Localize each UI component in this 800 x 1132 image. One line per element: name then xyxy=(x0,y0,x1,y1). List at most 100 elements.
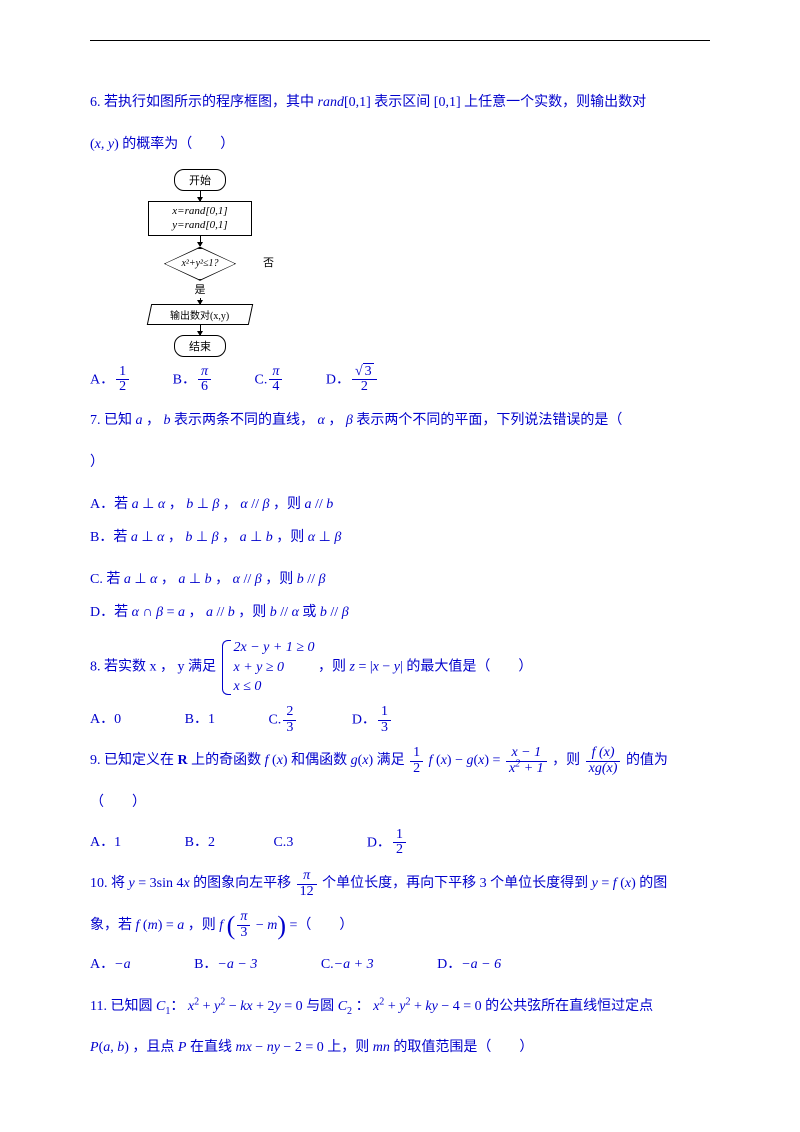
opt-label: D． xyxy=(437,957,461,972)
opt-label: A． xyxy=(90,372,114,387)
opt-label: D． xyxy=(326,372,350,387)
q6-int2: [0,1] xyxy=(434,95,461,110)
q7-close: ） xyxy=(90,446,710,480)
opt-num: √3 xyxy=(352,365,377,381)
q9-paren: （ ） xyxy=(90,786,710,820)
q10-opt-b: B．−a − 3 xyxy=(194,950,257,981)
q9-fin-den: xg(x) xyxy=(586,762,621,777)
opt-num: 1 xyxy=(378,705,391,721)
q7-opt-d: D．若 α ∩ β = a ， a // b ，则 b // α 或 b // … xyxy=(90,596,349,630)
fc-output: 输出数对(x,y) xyxy=(147,304,253,325)
q9-rhs-den: x2 + 1 xyxy=(506,762,547,777)
q7-row2: C. 若 a ⊥ α ， a ⊥ b ， α // β ，则 b // β D．… xyxy=(90,563,710,630)
fc-assign1: x=rand[0,1] xyxy=(172,205,227,217)
exam-page: 6. 若执行如图所示的程序框图，其中 rand[0,1] 表示区间 [0,1] … xyxy=(0,0,800,1113)
q9-opt-d: D．12 xyxy=(367,828,408,859)
opt-label: D． xyxy=(367,835,391,850)
opt-label: D． xyxy=(352,712,376,727)
q7-opt-a: A．若 a ⊥ α ， b ⊥ β ， α // β ，则 a // b xyxy=(90,488,390,522)
q7-opt-c: C. 若 a ⊥ α ， a ⊥ b ， α // β ，则 b // β xyxy=(90,563,390,597)
opt-num: 1 xyxy=(116,365,129,381)
opt-val: −a xyxy=(114,957,130,972)
q8-opt-a: A．0 xyxy=(90,705,121,736)
opt-den: 4 xyxy=(269,380,282,395)
q9-opt-b: B．2 xyxy=(185,828,215,859)
q9-text: 9. 已知定义在 R 上的奇函数 f (x) 和偶函数 g(x) 满足 12 f… xyxy=(90,744,710,778)
q6-rand: rand xyxy=(318,95,344,110)
opt-den: 6 xyxy=(198,380,211,395)
opt-val: −a − 3 xyxy=(217,957,257,972)
opt-num: π xyxy=(198,365,211,381)
q6-l2b: ) 的概率为（ ） xyxy=(114,137,234,152)
opt-label: C. xyxy=(321,957,334,972)
q9-opt-c: C.3 xyxy=(273,828,293,859)
q8-opt-b: B．1 xyxy=(185,705,215,736)
q9-options: A．1 B．2 C.3 D．12 xyxy=(90,828,710,860)
opt-num: 2 xyxy=(283,705,296,721)
q8-sys1: 2x − y + 1 ≥ 0 xyxy=(234,638,315,658)
q9-lhs-den: 2 xyxy=(410,762,423,777)
fc-arrow xyxy=(200,236,201,246)
q8-opt-c: C.23 xyxy=(268,705,298,736)
fc-cond: x²+y²≤1? xyxy=(165,248,235,280)
opt-den: 2 xyxy=(393,843,406,858)
fc-no-label: 否 xyxy=(263,254,274,270)
opt-val: −a − 6 xyxy=(461,957,501,972)
q8-b: ，则 z = |x − y| 的最大值是（ ） xyxy=(318,660,532,675)
fc-arrow xyxy=(200,191,201,201)
q6-xy: x, y xyxy=(95,137,114,152)
q10-shift-num: π xyxy=(297,869,317,885)
q10-line2: 象，若 f (m) = a ，则 f (π3 − m) =（ ） xyxy=(90,909,710,943)
q9-R: R xyxy=(178,753,188,768)
fc-output-text: 输出数对(x,y) xyxy=(170,307,229,322)
fc-assign2: y=rand[0,1] xyxy=(172,219,227,231)
q8-a: 8. 若实数 x ， y 满足 xyxy=(90,660,220,675)
q6-opt-a: A．12 xyxy=(90,365,131,396)
q6-line2: (x, y) 的概率为（ ） xyxy=(90,128,710,162)
opt-val: 1 xyxy=(114,835,121,850)
opt-den: 3 xyxy=(378,721,391,736)
fc-yes-label: 是 xyxy=(120,281,280,297)
opt-label: B． xyxy=(194,957,217,972)
q6-part-c: 上任意一个实数，则输出数对 xyxy=(461,95,647,110)
q10-shift-den: 12 xyxy=(297,885,317,900)
q9-lhs-num: 1 xyxy=(410,746,423,762)
q6-part-a: 6. 若执行如图所示的程序框图，其中 xyxy=(90,95,318,110)
opt-val: −a + 3 xyxy=(334,957,374,972)
q11-line1: 11. 已知圆 C1： x2 + y2 − kx + 2y = 0 与圆 C2 … xyxy=(90,990,710,1024)
q6-int1: [0,1] xyxy=(344,95,371,110)
q10-opt-d: D．−a − 6 xyxy=(437,950,501,981)
fc-arrow xyxy=(200,298,201,304)
q7-opt-b: B．若 a ⊥ α ， b ⊥ β ， a ⊥ b ，则 α ⊥ β xyxy=(90,521,341,555)
q10-opt-c: C.−a + 3 xyxy=(321,950,374,981)
q7-row1: A．若 a ⊥ α ， b ⊥ β ， α // β ，则 a // b B．若… xyxy=(90,488,710,555)
fc-end: 结束 xyxy=(174,335,226,357)
opt-den: 2 xyxy=(352,380,377,395)
opt-val: 0 xyxy=(114,712,121,727)
opt-rad: 3 xyxy=(363,363,374,379)
q8-opt-d: D．13 xyxy=(352,705,393,736)
page-top-rule xyxy=(90,40,710,41)
q6-text: 6. 若执行如图所示的程序框图，其中 rand[0,1] 表示区间 [0,1] … xyxy=(90,86,710,120)
q6-flowchart: 开始 x=rand[0,1] y=rand[0,1] x²+y²≤1? 否 是 … xyxy=(120,169,280,357)
opt-label: C. xyxy=(268,712,281,727)
opt-label: B． xyxy=(173,372,196,387)
q8-sys3: x ≤ 0 xyxy=(234,677,315,697)
q8-system: 2x − y + 1 ≥ 0 x + y ≥ 0 x ≤ 0 xyxy=(220,638,315,697)
opt-label: A． xyxy=(90,957,114,972)
q9-fin-num: f (x) xyxy=(586,746,621,762)
q10-options: A．−a B．−a − 3 C.−a + 3 D．−a − 6 xyxy=(90,950,710,981)
fc-start: 开始 xyxy=(174,169,226,191)
q10-line1: 10. 将 y = 3sin 4x 的图象向左平移 π12 个单位长度，再向下平… xyxy=(90,867,710,901)
opt-label: C. xyxy=(254,372,267,387)
q10-opt-a: A．−a xyxy=(90,950,131,981)
opt-val: 1 xyxy=(208,712,215,727)
fc-arrow xyxy=(200,325,201,335)
fc-assign: x=rand[0,1] y=rand[0,1] xyxy=(148,201,252,236)
q6-opt-c: C.π4 xyxy=(254,365,284,396)
q6-part-b: 表示区间 xyxy=(371,95,434,110)
opt-label: B． xyxy=(185,712,208,727)
opt-label: A． xyxy=(90,712,114,727)
q8-text: 8. 若实数 x ， y 满足 2x − y + 1 ≥ 0 x + y ≥ 0… xyxy=(90,638,710,697)
opt-den: 3 xyxy=(283,721,296,736)
